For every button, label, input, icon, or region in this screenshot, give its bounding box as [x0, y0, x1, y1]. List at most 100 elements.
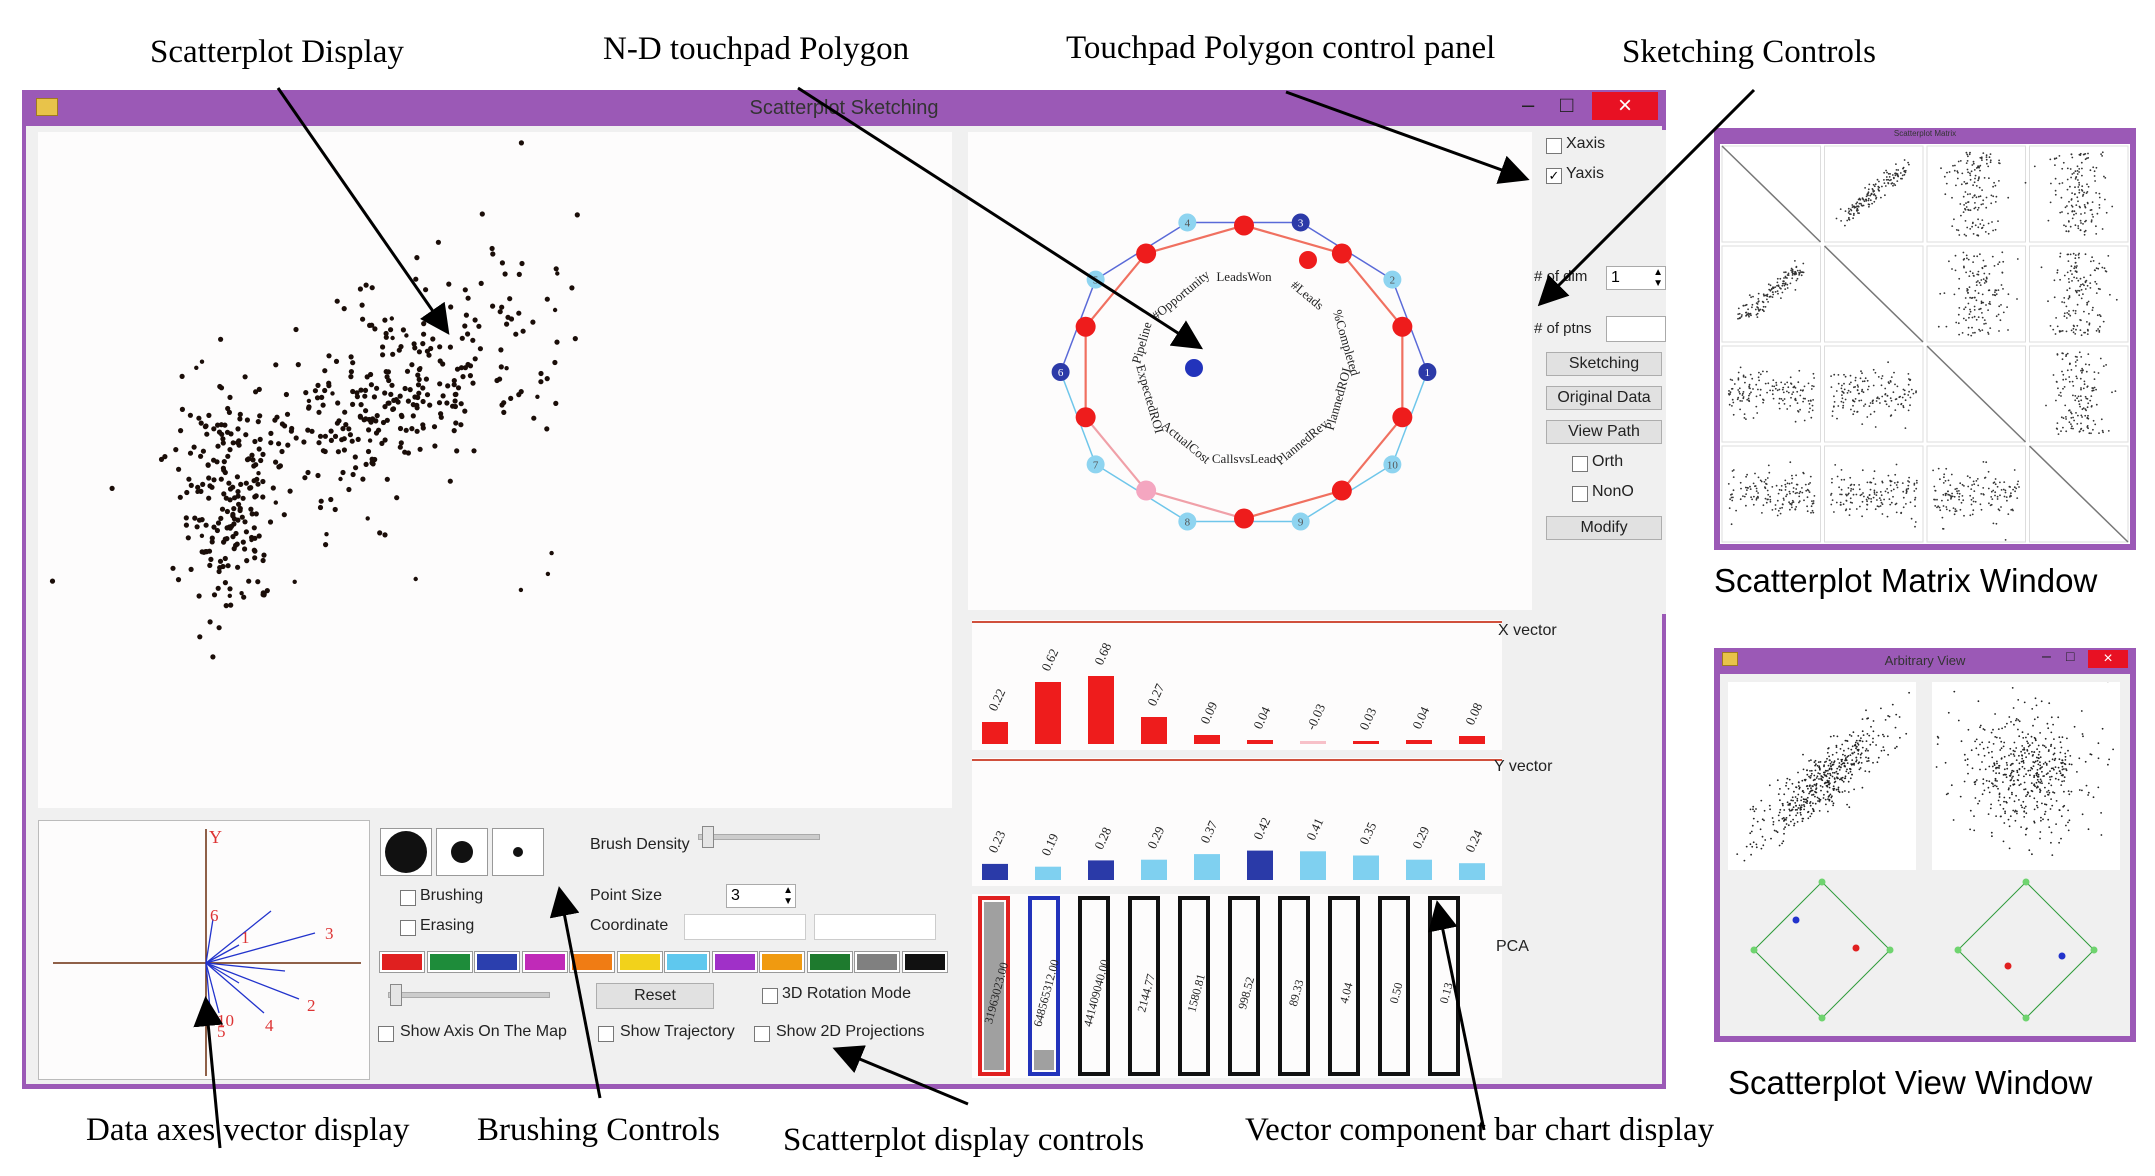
scatterplot-display[interactable]	[38, 132, 952, 808]
brush-density-slider[interactable]	[698, 834, 820, 840]
scatter-point	[237, 507, 243, 514]
view-point	[1829, 774, 1832, 777]
touchpad-x-handle[interactable]	[1299, 251, 1317, 269]
orth-checkbox[interactable]	[1572, 456, 1588, 472]
point-size-spinner-icon[interactable]: ▲ ▼	[783, 885, 793, 907]
matrix-point	[1977, 316, 1980, 318]
brushing-checkbox[interactable]	[400, 890, 416, 906]
view-point	[1974, 740, 1976, 743]
attribute-handle[interactable]	[1075, 407, 1096, 428]
attribute-handle[interactable]	[1234, 215, 1254, 236]
matrix-point	[1787, 274, 1790, 276]
matrix-point	[1794, 289, 1797, 291]
pca-bar	[1278, 896, 1310, 1076]
color-swatch[interactable]	[521, 951, 568, 973]
point-size-input[interactable]: 3 ▲ ▼	[726, 884, 796, 908]
attribute-handle[interactable]	[1234, 508, 1254, 529]
close-button[interactable]: ×	[1592, 92, 1658, 120]
matrix-point	[1781, 291, 1784, 294]
matrix-point	[1846, 392, 1849, 394]
view-touchpad-2[interactable]	[1954, 878, 2098, 1022]
color-swatch[interactable]	[474, 951, 520, 973]
scatter-point	[363, 461, 369, 467]
touchpad-polygon-canvas[interactable]: LeadsWon#OpportunityPipelineExpectedROIA…	[968, 132, 1532, 610]
view-maximize-button[interactable]: □	[2066, 648, 2075, 664]
scatter-point	[258, 457, 264, 464]
view-point	[1971, 767, 1974, 770]
pca-bar	[1228, 896, 1260, 1076]
coordinate-y-field[interactable]	[814, 914, 936, 940]
view-touchpad-1[interactable]	[1750, 878, 1894, 1022]
matrix-point	[1860, 399, 1863, 402]
color-swatch[interactable]	[901, 951, 948, 973]
scatterplot-canvas[interactable]	[38, 132, 952, 808]
matrix-point	[1961, 483, 1964, 486]
matrix-point	[2088, 322, 2091, 325]
matrix-point	[1743, 495, 1746, 498]
matrix-point	[2008, 485, 2011, 488]
matrix-point	[2062, 426, 2064, 429]
view-point	[1820, 789, 1822, 792]
attribute-handle[interactable]	[1331, 243, 1352, 264]
show-axis-checkbox[interactable]	[378, 1026, 394, 1042]
touchpad-polygon-area[interactable]: LeadsWon #Opportunity Pipeline ExpectedROI A…	[968, 132, 1532, 610]
view-point	[2039, 831, 2042, 833]
minimize-button[interactable]: –	[1522, 92, 1535, 117]
view-point	[2060, 837, 2062, 840]
num-dim-spinner-icon[interactable]: ▲ ▼	[1653, 267, 1663, 289]
attribute-handle[interactable]	[1136, 480, 1157, 501]
brush-size-medium[interactable]	[436, 828, 488, 876]
color-swatch[interactable]	[854, 951, 900, 973]
matrix-point	[2078, 181, 2080, 184]
color-swatch[interactable]	[759, 951, 805, 973]
view-point	[2046, 722, 2049, 725]
view-point	[2060, 784, 2063, 786]
yaxis-checkbox[interactable]: ✓	[1546, 168, 1562, 184]
nono-checkbox[interactable]	[1572, 486, 1588, 502]
view-point	[1860, 737, 1862, 739]
matrix-point	[2079, 395, 2082, 397]
color-swatch[interactable]	[569, 951, 615, 973]
color-swatch[interactable]	[426, 951, 473, 973]
attribute-handle[interactable]	[1075, 316, 1096, 337]
matrix-point	[2054, 333, 2057, 335]
reset-button[interactable]: Reset	[596, 983, 714, 1009]
xaxis-checkbox[interactable]	[1546, 138, 1562, 154]
color-swatch[interactable]	[616, 951, 663, 973]
display-slider-thumb[interactable]	[390, 984, 402, 1006]
color-swatch[interactable]	[711, 951, 758, 973]
num-dim-input[interactable]: 1 ▲ ▼	[1606, 266, 1666, 290]
show-trajectory-checkbox[interactable]	[598, 1026, 614, 1042]
rotation-mode-checkbox[interactable]	[762, 988, 778, 1004]
maximize-button[interactable]: □	[1560, 92, 1574, 117]
scatter-point	[440, 361, 446, 367]
brush-density-thumb[interactable]	[702, 826, 714, 848]
modify-button[interactable]: Modify	[1546, 516, 1662, 540]
color-swatch[interactable]	[806, 951, 853, 973]
erasing-checkbox[interactable]	[400, 920, 416, 936]
brush-size-small[interactable]	[492, 828, 544, 876]
matrix-point	[1880, 377, 1883, 380]
touchpad-y-handle[interactable]	[1185, 359, 1203, 377]
view-point	[1887, 715, 1889, 717]
view-close-button[interactable]: ×	[2088, 650, 2128, 668]
num-pts-input[interactable]	[1606, 316, 1666, 342]
sketching-button[interactable]: Sketching	[1546, 352, 1662, 376]
show-2d-checkbox[interactable]	[754, 1026, 770, 1042]
color-swatch[interactable]	[379, 951, 425, 973]
color-palette[interactable]	[379, 951, 950, 973]
coordinate-x-field[interactable]	[684, 914, 806, 940]
display-slider[interactable]	[388, 992, 550, 998]
original-data-button[interactable]: Original Data	[1546, 386, 1662, 410]
attribute-handle[interactable]	[1331, 480, 1352, 501]
attribute-handle[interactable]	[1392, 316, 1413, 337]
color-swatch[interactable]	[664, 951, 710, 973]
attribute-handle[interactable]	[1136, 243, 1157, 264]
brush-size-large[interactable]	[380, 828, 432, 876]
view-minimize-button[interactable]: –	[2042, 648, 2051, 665]
scatter-point	[477, 346, 483, 352]
attribute-handle[interactable]	[1392, 407, 1413, 428]
matrix-point	[1746, 489, 1748, 491]
view-path-button[interactable]: View Path	[1546, 420, 1662, 444]
matrix-point	[2002, 260, 2005, 263]
